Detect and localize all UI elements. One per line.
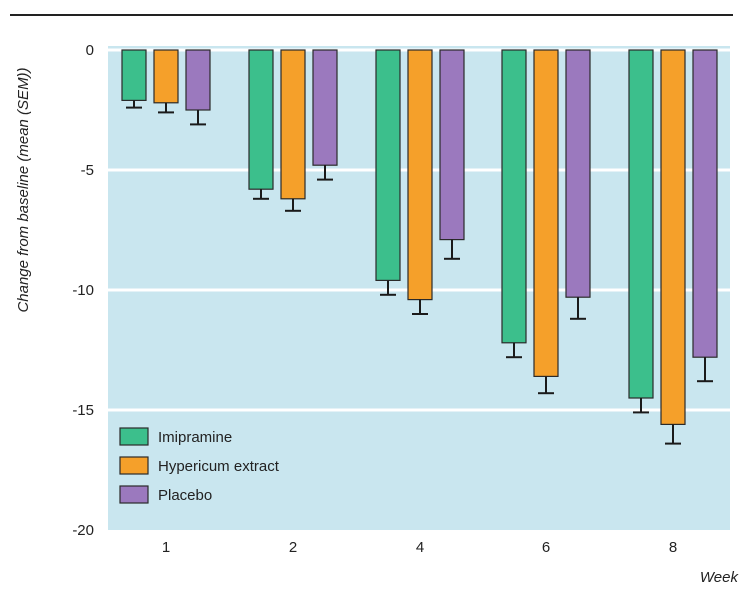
bar — [153, 49, 179, 104]
legend-item: Hypericum extract — [119, 456, 280, 475]
bar — [280, 49, 306, 200]
error-bar — [253, 189, 269, 200]
legend-label: Imipramine — [158, 429, 232, 446]
error-bar — [538, 376, 554, 395]
error-bar — [665, 424, 681, 445]
error-bar — [190, 110, 206, 126]
legend-label: Hypericum extract — [158, 458, 280, 475]
bar — [407, 49, 433, 301]
error-bar — [444, 239, 460, 260]
legend-swatch — [119, 427, 149, 446]
error-bar — [570, 297, 586, 320]
error-bar — [412, 299, 428, 315]
legend: Imipramine Hypericum extract Placebo — [119, 427, 280, 504]
y-tick-label: -20 — [72, 522, 94, 539]
legend-label: Placebo — [158, 487, 212, 504]
legend-item: Imipramine — [119, 427, 232, 446]
bar — [248, 49, 274, 190]
x-tick-label: 8 — [669, 539, 677, 556]
bar — [501, 49, 527, 344]
bar — [565, 49, 591, 298]
y-tick-label: -15 — [72, 402, 94, 419]
error-bar — [380, 280, 396, 296]
x-axis-ticks: 1 2 4 6 8 — [162, 539, 677, 556]
bars — [121, 49, 718, 425]
x-axis-label: Week — [700, 569, 740, 586]
y-tick-label: 0 — [86, 42, 94, 59]
legend-swatch — [119, 485, 149, 504]
bar — [375, 49, 401, 281]
error-bar — [697, 357, 713, 383]
legend-item: Placebo — [119, 485, 212, 504]
error-bar — [506, 342, 522, 359]
y-axis-label: Change from baseline (mean (SEM)) — [15, 67, 32, 312]
error-bar — [158, 102, 174, 114]
bar — [628, 49, 654, 399]
legend-swatch — [119, 456, 149, 475]
bar — [312, 49, 338, 166]
x-tick-label: 6 — [542, 539, 550, 556]
bar — [185, 49, 211, 111]
error-bar — [633, 398, 649, 414]
error-bar — [285, 198, 301, 212]
bar — [692, 49, 718, 358]
x-tick-label: 4 — [416, 539, 424, 556]
bar — [660, 49, 686, 425]
y-tick-label: -10 — [72, 282, 94, 299]
x-tick-label: 2 — [289, 539, 297, 556]
x-tick-label: 1 — [162, 539, 170, 556]
y-axis-ticks: 0 -5 -10 -15 -20 — [72, 42, 94, 539]
bar — [439, 49, 465, 241]
bar — [121, 49, 147, 102]
error-bar — [317, 165, 333, 181]
error-bar — [126, 100, 142, 109]
bar — [533, 49, 559, 377]
y-tick-label: -5 — [81, 162, 94, 179]
error-bars — [126, 100, 713, 445]
